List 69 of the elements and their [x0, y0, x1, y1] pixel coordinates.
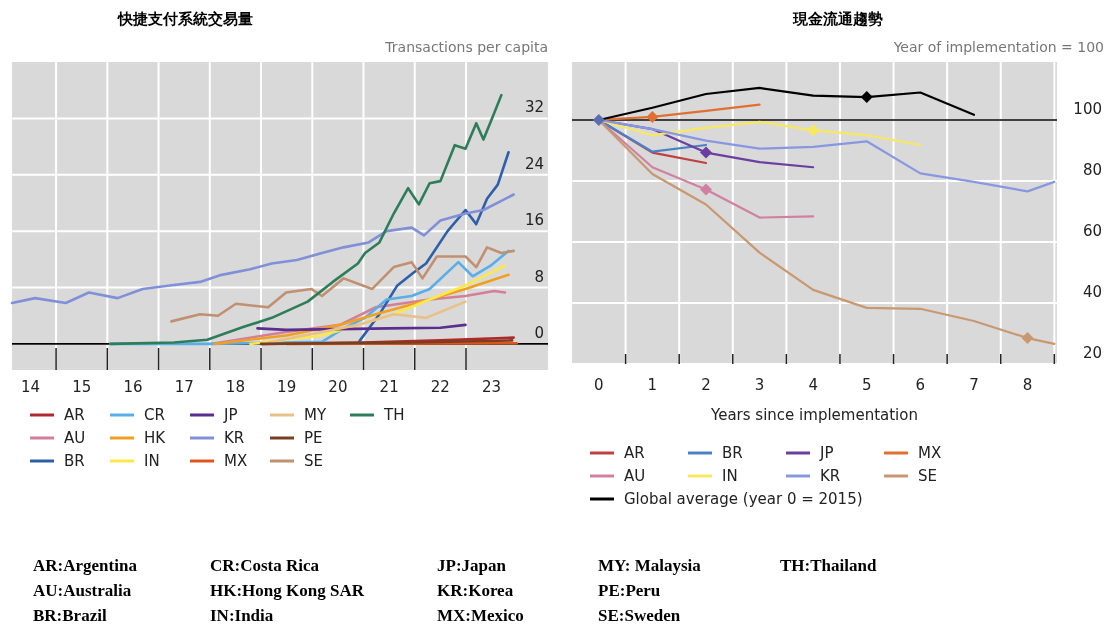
text: HK:Hong Kong SAR	[210, 581, 365, 600]
x-tick-label: 8	[1022, 376, 1033, 394]
x-tick-label: 2	[701, 376, 711, 394]
x-axis-title: Years since implementation	[710, 406, 918, 424]
text: BR:Brazil	[33, 606, 107, 625]
chart-title: 快捷支付系統交易量	[116, 10, 253, 27]
x-tick-label: 19	[277, 378, 297, 396]
text: SE:Sweden	[598, 606, 681, 625]
text: CR:Costa Rica	[210, 556, 320, 575]
x-tick-label: 3	[754, 376, 765, 394]
y-tick-label: 100	[1073, 99, 1102, 118]
text: KR:Korea	[437, 581, 514, 600]
text: MY: Malaysia	[598, 556, 702, 575]
y-tick-label: 8	[534, 267, 544, 286]
legend-label: JP	[819, 444, 834, 462]
y-axis-title: Year of implementation = 100	[892, 39, 1104, 55]
legend-label: AU	[64, 429, 86, 447]
x-tick-label: 0	[594, 376, 604, 394]
legend-label: AR	[624, 444, 645, 462]
x-tick-label: 16	[123, 378, 143, 396]
text: TH:Thailand	[780, 556, 877, 575]
x-tick-label: 14	[20, 378, 40, 396]
legend-label: MY	[304, 406, 327, 424]
x-tick-label: 1	[647, 376, 658, 394]
x-tick-label: 7	[969, 376, 979, 394]
legend-label: BR	[722, 444, 743, 462]
text: JP:Japan	[437, 556, 507, 575]
text: AU:Australia	[33, 581, 132, 600]
y-tick-label: 32	[524, 98, 544, 117]
x-tick-label: 23	[482, 378, 502, 396]
legend-label: PE	[304, 429, 323, 447]
chart-title: 現金流通趨勢	[792, 10, 883, 27]
legend-label: Global average (year 0 = 2015)	[624, 490, 863, 508]
legend-label: AU	[624, 467, 646, 485]
legend-label: HK	[144, 429, 167, 447]
legend-label: JP	[223, 406, 238, 424]
y-tick-label: 0	[534, 323, 544, 342]
y-axis-title: Transactions per capita	[384, 39, 548, 55]
y-tick-label: 60	[1082, 221, 1102, 240]
y-tick-label: 20	[1082, 344, 1102, 362]
x-tick-label: 5	[861, 376, 872, 394]
legend-label: IN	[144, 452, 160, 470]
text: PE:Peru	[598, 581, 661, 600]
legend-label: MX	[918, 444, 942, 462]
legend-label: CR	[144, 406, 165, 424]
legend-label: SE	[918, 467, 937, 485]
y-tick-label: 80	[1082, 160, 1102, 179]
legend-label: IN	[722, 467, 738, 485]
x-tick-label: 15	[72, 378, 92, 396]
legend-label: KR	[820, 467, 841, 485]
x-tick-label: 20	[328, 378, 348, 396]
legend-label: BR	[64, 452, 85, 470]
legend-label: AR	[64, 406, 85, 424]
x-tick-label: 6	[915, 376, 926, 394]
text: IN:India	[210, 606, 274, 625]
x-tick-label: 22	[430, 378, 450, 396]
legend-label: TH	[383, 406, 405, 424]
y-tick-label: 16	[524, 211, 544, 230]
legend-label: SE	[304, 452, 323, 470]
text: MX:Mexico	[437, 606, 524, 625]
x-tick-label: 18	[225, 378, 245, 396]
x-tick-label: 4	[808, 376, 818, 394]
y-tick-label: 24	[524, 154, 544, 173]
y-tick-label: 40	[1082, 282, 1102, 301]
x-tick-label: 21	[379, 378, 399, 396]
text: AR:Argentina	[33, 556, 138, 575]
legend-label: MX	[224, 452, 248, 470]
legend-label: KR	[224, 429, 245, 447]
x-tick-label: 17	[174, 378, 194, 396]
